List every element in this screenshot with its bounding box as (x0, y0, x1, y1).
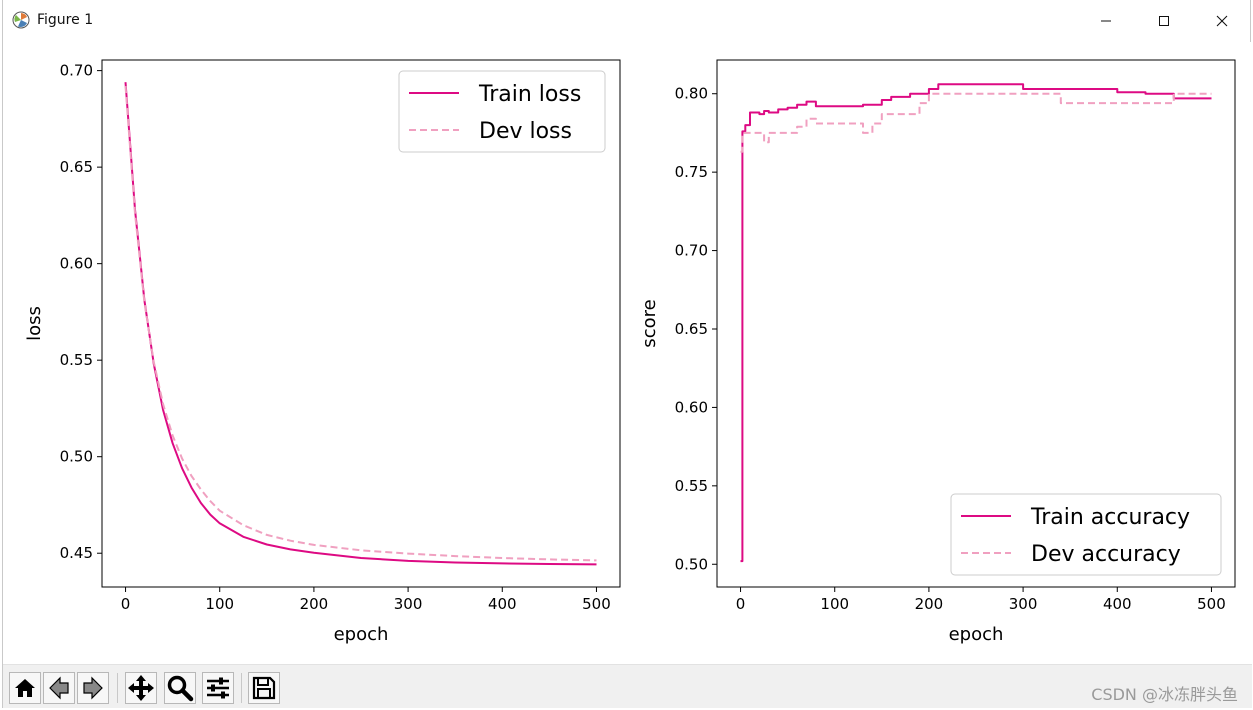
legend-entry-label: Dev loss (479, 119, 572, 144)
series-line-1 (124, 82, 597, 566)
axes-1: 0 100 200 300 400 500 0.45 0.50 0.55 0.60 0.65 0.70… (24, 59, 621, 645)
series-line-2 (740, 92, 1212, 153)
x-tick-label: 400 (1103, 595, 1132, 613)
legend-entry-label: Train loss (478, 82, 581, 107)
minimize-button[interactable] (1077, 0, 1135, 42)
configure-subplots-button[interactable] (202, 672, 234, 704)
zoom-button[interactable] (164, 672, 196, 704)
pan-icon (128, 675, 154, 701)
forward-icon (83, 676, 103, 700)
pan-button[interactable] (125, 672, 157, 704)
legend-entry-label: Dev accuracy (1031, 542, 1181, 567)
y-tick-label: 0.60 (60, 255, 93, 273)
y-tick-label: 0.55 (60, 351, 93, 369)
figure-canvas[interactable]: 0 100 200 300 400 500 0.45 0.50 0.55 0.60 0.65 0.70… (3, 42, 1252, 664)
x-axis-label: epoch (334, 624, 389, 645)
legend: Train loss Dev loss (398, 70, 606, 153)
series-line-1 (740, 83, 1212, 563)
home-icon (15, 679, 35, 697)
y-tick-label: 0.70 (60, 62, 93, 80)
title-bar[interactable]: Figure 1 (3, 0, 1250, 42)
back-button[interactable] (43, 672, 75, 704)
back-icon (49, 676, 69, 700)
x-tick-label: 100 (205, 595, 234, 613)
y-tick-label: 0.65 (675, 320, 708, 338)
x-tick-label: 300 (394, 595, 423, 613)
home-button[interactable] (9, 672, 41, 704)
close-button[interactable] (1193, 0, 1251, 42)
series-line-2 (124, 86, 597, 562)
close-icon (1216, 15, 1228, 27)
axes-2: 0 100 200 300 400 500 0.50 0.55 0.60 0.65 0.70 0.75… (639, 59, 1236, 645)
navigation-toolbar: CSDN @冰冻胖头鱼 (3, 664, 1252, 708)
y-axis-label: loss (24, 306, 45, 341)
x-tick-label: 200 (915, 595, 944, 613)
y-axis-label: score (639, 299, 660, 347)
legend-entry-label: Train accuracy (1030, 505, 1190, 530)
maximize-button[interactable] (1135, 0, 1193, 42)
matplotlib-app-icon (12, 11, 30, 29)
zoom-icon (167, 675, 194, 702)
save-icon (252, 676, 276, 700)
y-tick-label: 0.70 (675, 242, 708, 260)
axes-frame (101, 59, 621, 588)
x-axis-label: epoch (949, 624, 1004, 645)
forward-button[interactable] (77, 672, 109, 704)
x-tick-label: 200 (300, 595, 329, 613)
x-tick-label: 0 (121, 595, 131, 613)
maximize-icon (1159, 16, 1169, 26)
y-tick-label: 0.50 (60, 448, 93, 466)
y-tick-label: 0.60 (675, 398, 708, 416)
x-tick-label: 500 (1197, 595, 1226, 613)
axes-frame (716, 59, 1236, 588)
toolbar-separator (241, 673, 242, 703)
legend: Train accuracy Dev accuracy (950, 493, 1222, 576)
y-tick-label: 0.45 (60, 544, 93, 562)
toolbar-separator (117, 673, 118, 703)
watermark-text: CSDN @冰冻胖头鱼 (1091, 685, 1238, 704)
y-tick-label: 0.75 (675, 163, 708, 181)
y-tick-label: 0.65 (60, 158, 93, 176)
x-tick-label: 400 (488, 595, 517, 613)
y-tick-label: 0.50 (675, 555, 708, 573)
y-tick-label: 0.55 (675, 477, 708, 495)
save-button[interactable] (248, 672, 280, 704)
window-title: Figure 1 (37, 12, 94, 28)
x-tick-label: 500 (582, 595, 611, 613)
y-tick-label: 0.80 (675, 85, 708, 103)
legend-box (398, 70, 606, 153)
figure-svg: 0 100 200 300 400 500 0.45 0.50 0.55 0.60 0.65 0.70… (24, 59, 1236, 645)
configure-subplots-icon (207, 677, 229, 699)
x-tick-label: 300 (1009, 595, 1038, 613)
minimize-icon (1101, 20, 1111, 22)
x-tick-label: 100 (820, 595, 849, 613)
legend-box (950, 493, 1222, 576)
x-tick-label: 0 (736, 595, 746, 613)
